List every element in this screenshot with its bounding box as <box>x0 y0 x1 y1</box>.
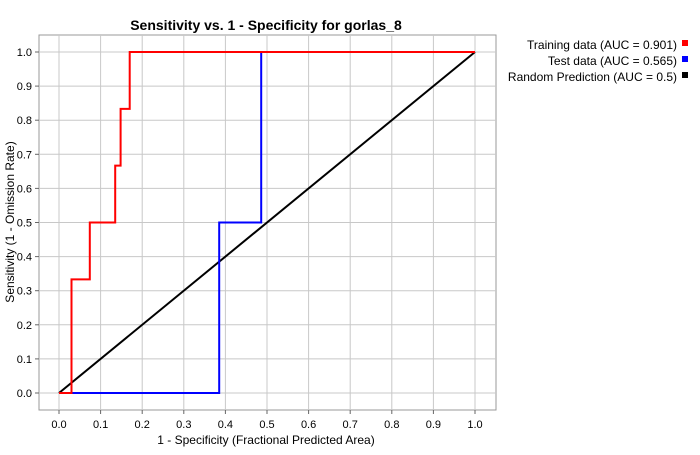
y-tick-label: 0.7 <box>17 149 32 161</box>
x-tick-label: 0.3 <box>176 419 191 431</box>
y-tick-label: 1.0 <box>17 47 32 59</box>
x-tick-label: 0.5 <box>259 419 274 431</box>
x-tick-label: 0.9 <box>426 419 441 431</box>
legend-label-1: Test data (AUC = 0.565) <box>548 54 677 68</box>
y-tick-label: 0.9 <box>17 81 32 93</box>
axis-ticks: 0.0 0.1 0.2 0.3 0.4 0.5 0.6 0.7 0.8 0.9 1.0 0.0 0.1 0… <box>17 47 483 431</box>
legend-swatch-0 <box>682 40 688 46</box>
legend-label-2: Random Prediction (AUC = 0.5) <box>508 70 677 84</box>
y-axis-label: Sensitivity (1 - Omission Rate) <box>3 141 17 302</box>
x-tick-label: 0.0 <box>51 419 66 431</box>
x-tick-label: 0.2 <box>135 419 150 431</box>
y-tick-label: 0.0 <box>17 388 32 400</box>
grid-lines <box>39 35 496 410</box>
series-line-2 <box>58 51 476 394</box>
y-tick-label: 0.8 <box>17 115 32 127</box>
legend: Training data (AUC = 0.901) Test data (AU… <box>508 38 688 84</box>
y-tick-label: 0.4 <box>17 252 32 264</box>
x-tick-label: 0.8 <box>384 419 399 431</box>
chart-title: Sensitivity vs. 1 - Specificity for gorl… <box>130 17 402 33</box>
x-tick-label: 1.0 <box>467 419 482 431</box>
y-tick-label: 0.1 <box>17 354 32 366</box>
y-tick-label: 0.5 <box>17 218 32 230</box>
x-tick-label: 0.1 <box>93 419 108 431</box>
legend-swatch-2 <box>682 72 688 78</box>
x-tick-label: 0.4 <box>218 419 233 431</box>
legend-label-0: Training data (AUC = 0.901) <box>527 38 677 52</box>
x-tick-label: 0.6 <box>301 419 316 431</box>
x-axis-label: 1 - Specificity (Fractional Predicted Ar… <box>157 433 374 447</box>
series-line-0 <box>59 51 475 394</box>
y-tick-label: 0.2 <box>17 320 32 332</box>
y-tick-label: 0.3 <box>17 286 32 298</box>
y-tick-label: 0.6 <box>17 183 32 195</box>
legend-swatch-1 <box>682 56 688 62</box>
x-tick-label: 0.7 <box>343 419 358 431</box>
series-lines <box>58 51 476 394</box>
